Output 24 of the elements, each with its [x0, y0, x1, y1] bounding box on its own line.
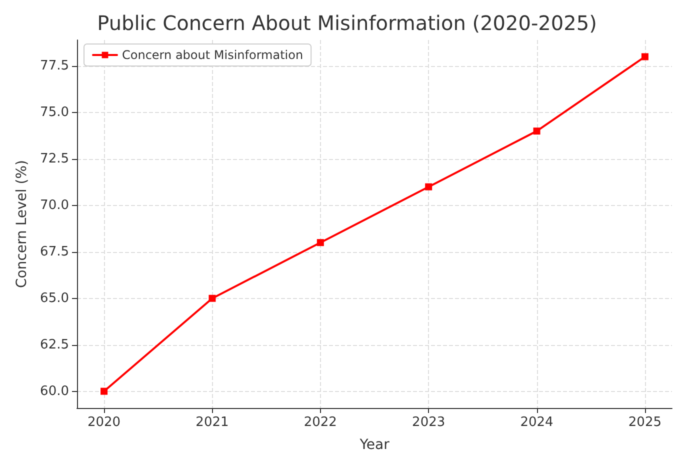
point: [533, 128, 540, 135]
y-tick-label: 65.0: [40, 290, 69, 306]
y-tick-label: 77.5: [40, 58, 69, 74]
chart-title: Public Concern About Misinformation (2020-2025): [97, 11, 597, 35]
y-axis-title: Concern Level (%): [14, 160, 30, 288]
legend-label: Concern about Misinformation: [122, 48, 304, 62]
point: [316, 239, 324, 246]
x-axis-title: Year: [358, 437, 390, 453]
x-tick-label: 2024: [520, 415, 554, 430]
x-tick-label: 2021: [196, 415, 229, 430]
x-tick-label: 2025: [628, 415, 662, 430]
point: [100, 388, 108, 395]
point: [641, 53, 648, 60]
y-tick-label: 62.5: [40, 337, 69, 352]
x-tick-label: 2023: [412, 415, 446, 430]
x-tick-label: 2022: [304, 415, 337, 430]
y-tick-label: 72.5: [40, 151, 69, 166]
y-tick-label: 60.0: [40, 384, 69, 399]
y-tick-label: 70.0: [40, 198, 69, 213]
y-tick-label: 75.0: [40, 104, 69, 120]
y-tick-label: 67.5: [40, 244, 69, 260]
point: [208, 294, 216, 302]
x-tick-label: 2020: [88, 415, 121, 430]
point: [425, 183, 432, 190]
